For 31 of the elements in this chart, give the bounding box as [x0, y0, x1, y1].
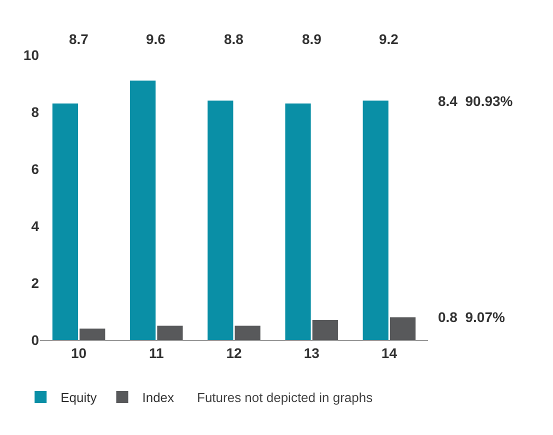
- text: 0.8 9.07%: [438, 309, 506, 325]
- text: 9.6: [146, 31, 166, 47]
- bar: [52, 103, 78, 340]
- legend-label: Equity: [60, 390, 98, 406]
- bar: [312, 320, 338, 340]
- text: Futures not depicted in graphs: [197, 390, 374, 405]
- text: 8.4 90.93%: [438, 93, 514, 109]
- x-tick-label: 12: [226, 344, 242, 361]
- text: 8.8: [224, 31, 244, 47]
- legend-label: Index: [142, 390, 175, 406]
- bar: [157, 326, 183, 340]
- y-tick-label: 0: [31, 332, 40, 348]
- text: 8.7: [69, 31, 89, 47]
- bar: [208, 100, 234, 340]
- bar: [362, 100, 388, 340]
- x-tick-label: 10: [71, 344, 87, 361]
- text: 9.2: [379, 31, 399, 47]
- x-tick-label: 14: [381, 344, 398, 361]
- bar: [234, 326, 260, 340]
- y-tick-label: 4: [31, 218, 40, 234]
- bar: [285, 103, 311, 340]
- x-tick-label: 13: [304, 344, 320, 361]
- y-tick-label: 2: [31, 274, 40, 291]
- x-tick-label: 11: [148, 344, 164, 361]
- text: 8.9: [302, 31, 322, 47]
- y-tick-label: 10: [23, 46, 40, 63]
- y-tick-label: 6: [31, 160, 40, 177]
- bar: [390, 317, 416, 340]
- bar: [130, 80, 156, 340]
- y-tick-label: 8: [31, 104, 40, 120]
- bar: [80, 328, 106, 340]
